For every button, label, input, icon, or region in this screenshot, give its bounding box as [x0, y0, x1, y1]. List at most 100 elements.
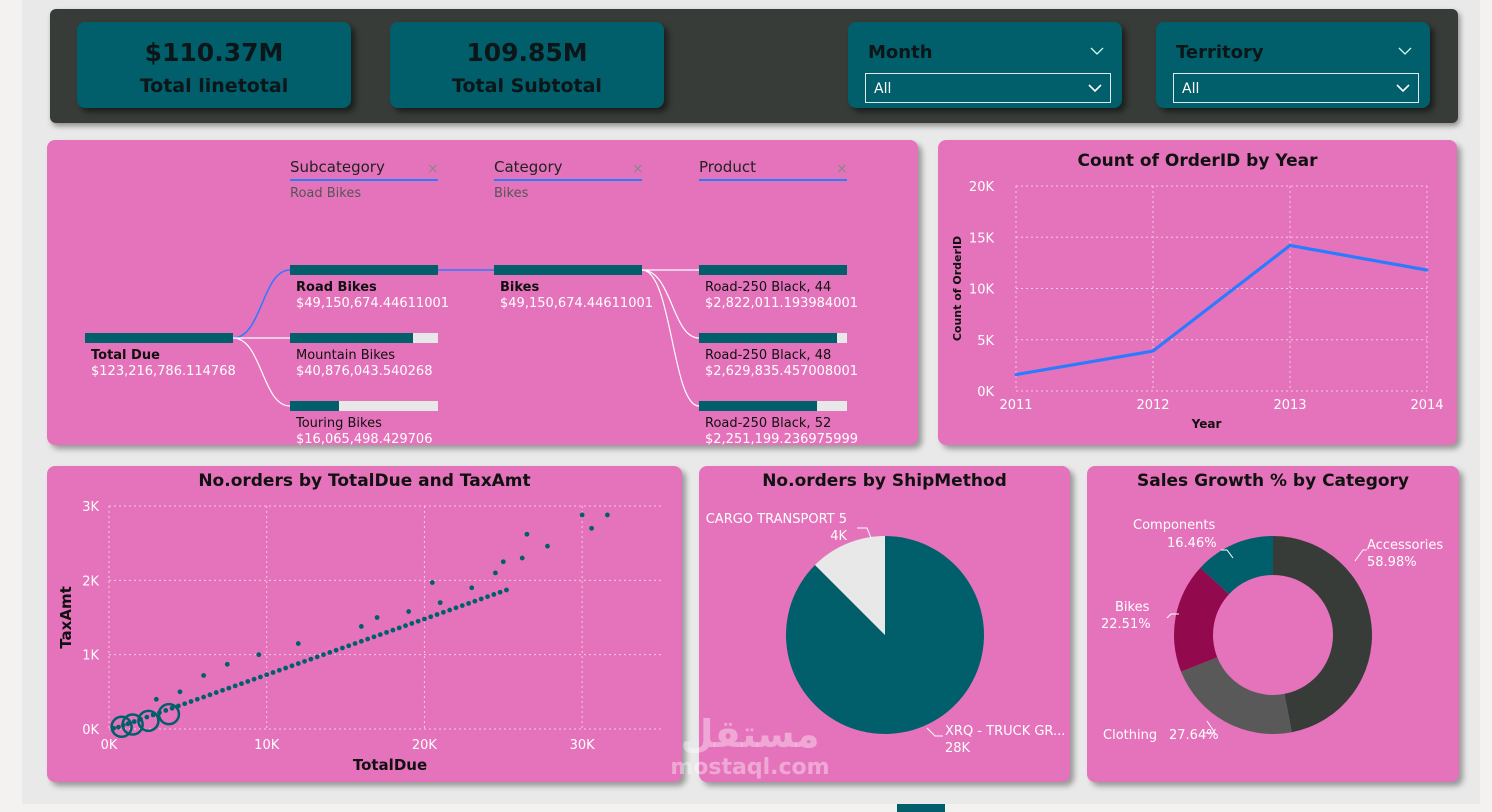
leader-line [1221, 549, 1234, 559]
node-value: $40,876,043.540268 [296, 364, 432, 379]
scatter-point [437, 600, 443, 606]
scatter-point [478, 596, 484, 602]
donut-slice-accessories [1273, 536, 1372, 733]
chevron-down-icon [1088, 84, 1102, 93]
scatter-point [251, 676, 257, 682]
scatter-point [493, 570, 498, 576]
scatter-point [194, 696, 200, 702]
scatter-point [589, 525, 595, 531]
scatter-point [406, 609, 412, 614]
kpi-card-subtotal[interactable]: 109.85M Total Subtotal [390, 22, 664, 108]
tree-node-product-44[interactable]: Road-250 Black, 44 $2,822,011.193984001 [699, 265, 858, 311]
scatter-point [270, 670, 276, 675]
leader-line [857, 527, 872, 539]
node-value: $49,150,674.44611001 [500, 296, 653, 311]
tree-node-mountain-bikes[interactable]: Mountain Bikes $40,876,043.540268 [290, 333, 438, 379]
close-icon: × [632, 161, 644, 177]
scatter-point [201, 673, 207, 678]
scatter-point [175, 703, 181, 709]
chart-title: Count of OrderID by Year [1077, 151, 1318, 171]
active-page-tab[interactable] [897, 804, 945, 812]
scatter-point [177, 689, 183, 695]
node-label: Bikes [500, 280, 539, 295]
page-tabs-bar [0, 804, 1492, 812]
level-header-text: Product [699, 158, 756, 176]
leader-line [1354, 549, 1367, 562]
node-bar-fill [290, 333, 413, 343]
node-bar-fill [699, 401, 817, 411]
scatter-point [453, 605, 459, 611]
line-chart[interactable]: 0K 5K 10K 15K 20K 2011 2012 2013 2014 Year Count o… [938, 140, 1457, 445]
scatter-point [153, 696, 159, 702]
tree-node-root[interactable]: Total Due $123,216,786.114768 [85, 333, 236, 379]
scatter-point [111, 725, 117, 731]
y-tick-label: 5K [977, 334, 994, 349]
scatter-point [333, 647, 339, 653]
scatter-bubble [137, 709, 160, 733]
level-header-text: Category [494, 158, 563, 176]
node-label: Mountain Bikes [296, 348, 395, 363]
slice-label: Accessories [1367, 538, 1443, 553]
scatter-point [201, 694, 207, 700]
node-label: Road-250 Black, 52 [705, 416, 831, 431]
tree-node-product-52[interactable]: Road-250 Black, 52 $2,251,199.236975999 [699, 401, 858, 445]
slice-label: Components [1133, 518, 1215, 533]
donut-chart[interactable]: Accessories 58.98% Clothing 27.64% Bikes 22.5… [1087, 466, 1459, 782]
scatter-point [447, 607, 453, 613]
chevron-down-icon[interactable] [1398, 44, 1412, 58]
tree-node-touring-bikes[interactable]: Touring Bikes $16,065,498.429706 [290, 401, 438, 445]
month-dropdown[interactable]: All [865, 73, 1111, 103]
scatter-point [207, 692, 213, 698]
close-icon: × [427, 161, 439, 177]
level-header-category[interactable]: Category × Bikes [494, 158, 644, 201]
watermark-brand: مستقل [680, 712, 820, 756]
level-selection-text: Road Bikes [290, 186, 361, 201]
decomposition-tree[interactable]: Subcategory × Road Bikes Category × Bike… [47, 140, 918, 445]
chart-title: No.orders by TotalDue and TaxAmt [198, 471, 531, 491]
scatter-point [150, 712, 156, 718]
node-bar-fill [290, 265, 438, 275]
donut-slice-bikes [1174, 567, 1229, 672]
scatter-chart[interactable]: 0K 1K 2K 3K 0K 10K 20K 30K TotalDue TaxAmt [47, 466, 682, 782]
slicer-month: Month All [848, 22, 1122, 108]
scatter-point [289, 663, 295, 669]
scatter-point [224, 661, 230, 667]
x-tick-label: 2013 [1273, 398, 1306, 413]
scatter-point [302, 658, 307, 664]
scatter-point [346, 643, 352, 649]
scatter-point [220, 687, 225, 693]
slice-value-label: 58.98% [1367, 555, 1417, 570]
scatter-point [258, 674, 263, 680]
y-tick-label: 1K [82, 649, 99, 664]
tree-node-road-bikes[interactable]: Road Bikes $49,150,674.44611001 [290, 265, 449, 311]
level-header-subcategory[interactable]: Subcategory × Road Bikes [290, 158, 439, 201]
tree-node-bikes[interactable]: Bikes $49,150,674.44611001 [494, 265, 653, 311]
y-tick-label: 10K [969, 283, 995, 298]
slice-label: Bikes [1115, 600, 1150, 615]
scatter-point [163, 708, 169, 713]
pie-chart[interactable]: CARGO TRANSPORT 5 4K XRQ - TRUCK GR... 28K [699, 466, 1070, 782]
level-header-product[interactable]: Product × [699, 158, 848, 181]
scatter-point [125, 721, 131, 727]
node-value: $123,216,786.114768 [91, 364, 236, 379]
slice-value-label: 22.51% [1101, 617, 1151, 632]
kpi-card-linetotal[interactable]: $110.37M Total linetotal [77, 22, 351, 108]
scatter-point [377, 632, 383, 637]
leader-line [1166, 613, 1179, 619]
scatter-point [157, 710, 162, 716]
node-bar-fill [494, 265, 642, 275]
slice-label: CARGO TRANSPORT 5 [706, 512, 847, 527]
scatter-point [264, 672, 270, 678]
donut-slice-components [1200, 536, 1273, 595]
line-chart-panel: Count of OrderID by Year 0K 5K 10K 15K 20K 20… [938, 140, 1457, 445]
chevron-down-icon[interactable] [1090, 44, 1104, 58]
territory-dropdown[interactable]: All [1173, 73, 1419, 103]
tree-node-product-48[interactable]: Road-250 Black, 48 $2,629,835.457008001 [699, 333, 858, 379]
x-tick-label: 10K [254, 738, 280, 753]
scatter-point [340, 645, 345, 651]
slice-label: XRQ - TRUCK GR... [945, 724, 1065, 739]
x-tick-label: 0K [101, 738, 118, 753]
y-tick-label: 20K [969, 180, 995, 195]
y-tick-label: 15K [969, 231, 995, 246]
scatter-chart-panel: No.orders by TotalDue and TaxAmt 0K 1K 2K 3… [47, 466, 682, 782]
